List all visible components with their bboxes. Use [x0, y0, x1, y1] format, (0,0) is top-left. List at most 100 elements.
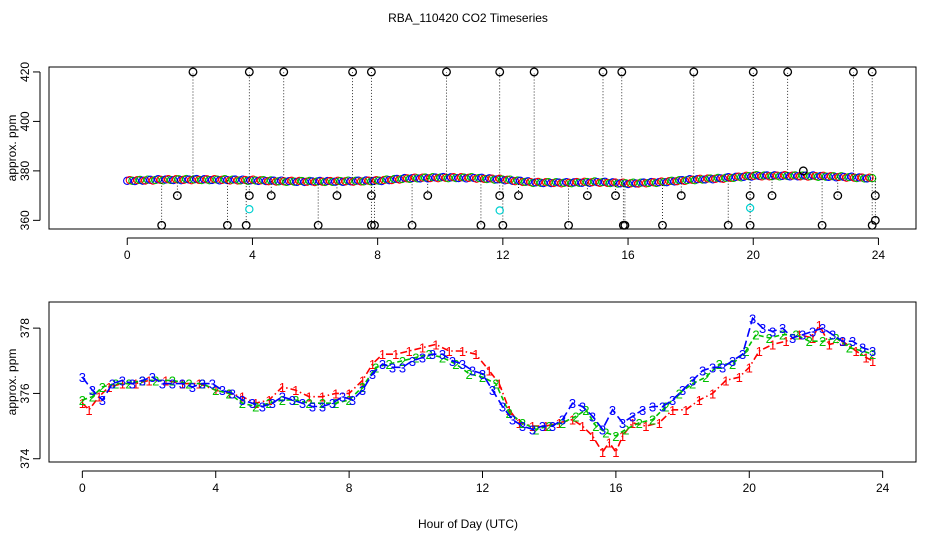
outlier-point — [617, 67, 627, 77]
series-marker-3: 3 — [399, 360, 406, 375]
series-marker-2: 2 — [846, 341, 853, 356]
series-marker-3: 3 — [79, 370, 86, 385]
series-marker-2: 2 — [546, 419, 553, 434]
y-tick-label: 378 — [18, 318, 32, 338]
series-marker-3: 3 — [759, 321, 766, 336]
baseline-point — [788, 171, 797, 180]
series-marker-3: 3 — [109, 377, 116, 392]
series-marker-2: 2 — [689, 377, 696, 392]
outlier-point — [244, 191, 254, 201]
outlier-point — [279, 67, 289, 77]
series-marker-3: 3 — [239, 393, 246, 408]
series-marker-1: 1 — [369, 357, 376, 372]
series-marker-2: 2 — [792, 328, 799, 343]
series-marker-3: 3 — [869, 344, 876, 359]
series-marker-1: 1 — [486, 364, 493, 379]
outlier-point — [848, 67, 858, 77]
outlier-point — [366, 220, 376, 230]
x-tick-label: 12 — [496, 248, 510, 262]
series-marker-2: 2 — [152, 373, 159, 388]
series-marker-3: 3 — [549, 419, 556, 434]
baseline-point — [205, 176, 214, 185]
outlier-point — [366, 191, 376, 201]
series-marker-2: 2 — [239, 396, 246, 411]
outlier-point — [745, 191, 755, 201]
series-marker-1: 1 — [529, 419, 536, 434]
series-marker-3: 3 — [769, 324, 776, 339]
series-marker-1: 1 — [132, 377, 139, 392]
series-marker-3: 3 — [669, 393, 676, 408]
y-tick-label: 374 — [18, 448, 32, 468]
x-tick-label: 8 — [374, 248, 381, 262]
chart-title: RBA_110420 CO2 Timeseries — [388, 11, 548, 25]
series-marker-1: 1 — [852, 344, 859, 359]
series-marker-2: 2 — [399, 354, 406, 369]
series-marker-3: 3 — [709, 360, 716, 375]
y-tick-label: 420 — [18, 62, 32, 82]
series-marker-1: 1 — [579, 419, 586, 434]
series-marker-2: 2 — [716, 357, 723, 372]
outlier-point — [476, 220, 486, 230]
series-marker-2: 2 — [89, 390, 96, 405]
x-tick-label: 16 — [621, 248, 635, 262]
series-marker-1: 1 — [472, 347, 479, 362]
series-marker-2: 2 — [319, 396, 326, 411]
series-marker-3: 3 — [799, 328, 806, 343]
series-marker-1: 1 — [305, 390, 312, 405]
series-marker-3: 3 — [229, 386, 236, 401]
outlier-point — [332, 191, 342, 201]
outlier-point — [833, 191, 843, 201]
outlier-point — [514, 191, 523, 201]
outlier-point — [222, 220, 232, 230]
series-marker-1: 1 — [782, 334, 789, 349]
series-marker-3: 3 — [499, 399, 506, 414]
outlier-point — [564, 220, 574, 230]
series-marker-1: 1 — [642, 419, 649, 434]
baseline-point — [385, 176, 394, 185]
y-tick-label: 360 — [18, 210, 32, 230]
series-marker-1: 1 — [506, 403, 513, 418]
series-marker-2: 2 — [859, 344, 866, 359]
baseline-point — [485, 174, 494, 183]
series-marker-2: 2 — [729, 357, 736, 372]
baseline-point — [446, 173, 456, 182]
series-marker-2: 2 — [185, 377, 192, 392]
series-marker-3: 3 — [469, 364, 476, 379]
series-marker-2: 2 — [292, 393, 299, 408]
y-tick-label: 400 — [18, 111, 32, 131]
series-marker-2: 2 — [612, 429, 619, 444]
baseline-point — [413, 174, 422, 183]
series-marker-1: 1 — [746, 360, 753, 375]
series-marker-2: 2 — [636, 416, 643, 431]
baseline-point — [513, 176, 522, 185]
series-2: 2 22 2 2 2 2 2 2 2 2 22 2 2 2 2 2 2 2 222 2 2 2 2 2 22 2 222 2 2 2 2 22… — [79, 328, 877, 444]
series-marker-2: 2 — [212, 383, 219, 398]
series-marker-2: 2 — [332, 396, 339, 411]
outlier-point — [498, 220, 508, 230]
outlier-point — [188, 67, 198, 77]
cyan-point — [245, 205, 254, 214]
outlier-point — [348, 67, 358, 77]
series-marker-3: 3 — [159, 377, 166, 392]
series-marker-3: 3 — [649, 399, 656, 414]
baseline-point — [423, 174, 432, 183]
baseline-point — [138, 176, 147, 185]
baseline-point — [128, 176, 137, 185]
x-tick-label: 20 — [747, 248, 761, 262]
series-marker-3: 3 — [639, 403, 646, 418]
series-marker-1: 1 — [606, 435, 613, 450]
series-marker-3: 3 — [349, 393, 356, 408]
bottom-panel-frame — [48, 301, 917, 463]
series-marker-1: 1 — [809, 331, 816, 346]
series-marker-3: 3 — [299, 396, 306, 411]
series-marker-2: 2 — [386, 357, 393, 372]
series-marker-1: 1 — [769, 337, 776, 352]
baseline-point — [200, 175, 209, 184]
series-marker-3: 3 — [579, 399, 586, 414]
series-marker-1: 1 — [496, 377, 503, 392]
baseline-point — [641, 179, 651, 188]
series-marker-3: 3 — [269, 396, 276, 411]
series-marker-3: 3 — [689, 373, 696, 388]
series-marker-3: 3 — [459, 357, 466, 372]
